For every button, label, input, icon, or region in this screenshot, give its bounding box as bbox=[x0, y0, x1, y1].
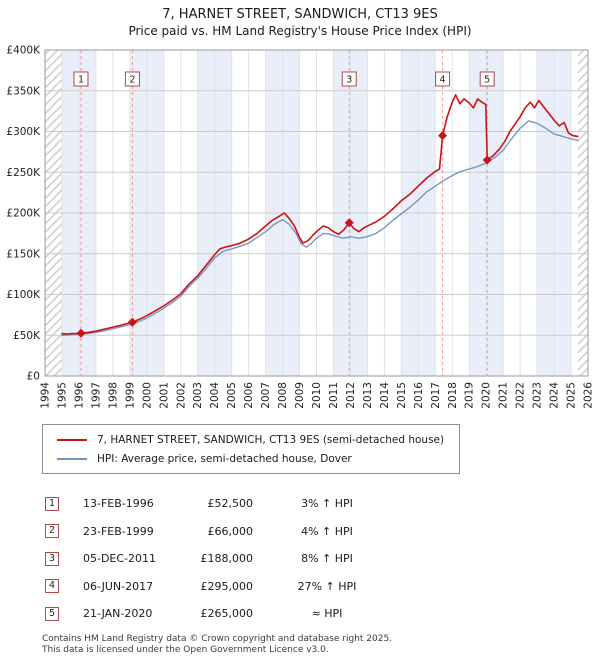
table-row: 1 13-FEB-1996 £52,500 3% ↑ HPI bbox=[45, 490, 600, 518]
legend-item: 7, HARNET STREET, SANDWICH, CT13 9ES (se… bbox=[51, 430, 451, 449]
y-tick-label: £0 bbox=[27, 371, 40, 383]
x-tick-label: 1997 bbox=[90, 382, 102, 409]
footer-line-2: This data is licensed under the Open Gov… bbox=[42, 644, 329, 655]
x-tick-label: 2008 bbox=[277, 382, 289, 409]
sale-price: £52,500 bbox=[207, 497, 254, 511]
sale-date: 23-FEB-1999 bbox=[83, 524, 154, 538]
sale-number-box bbox=[73, 71, 89, 87]
page-subtitle: Price paid vs. HM Land Registry's House … bbox=[128, 24, 472, 38]
x-tick-label: 2009 bbox=[294, 382, 306, 409]
sale-number: 4 bbox=[440, 75, 446, 86]
x-tick-label: 1995 bbox=[56, 382, 68, 409]
x-tick-label: 2003 bbox=[192, 382, 204, 409]
y-tick-label: £150K bbox=[6, 248, 41, 260]
x-tick-label: 2010 bbox=[311, 382, 323, 409]
legend-label: HPI: Average price, semi-detached house,… bbox=[97, 452, 352, 465]
x-tick-label: 2012 bbox=[345, 382, 357, 409]
sales-table: 1 13-FEB-1996 £52,500 3% ↑ HPI 2 23-FEB-1999 £… bbox=[45, 490, 600, 628]
sale-date: 13-FEB-1996 bbox=[83, 497, 154, 511]
y-tick-label: £250K bbox=[6, 167, 41, 179]
sale-price: £66,000 bbox=[207, 524, 254, 538]
sale-number-box bbox=[479, 71, 495, 87]
sale-number-badge: 4 bbox=[45, 579, 59, 594]
table-row: 5 21-JAN-2020 £265,000 ≈ HPI bbox=[45, 600, 600, 628]
sale-price: £265,000 bbox=[200, 607, 254, 621]
x-tick-label: 2005 bbox=[226, 382, 238, 409]
x-tick-label: 1998 bbox=[107, 382, 119, 409]
sale-hpi-comparison: 8% ↑ HPI bbox=[301, 552, 353, 566]
chart-legend: 7, HARNET STREET, SANDWICH, CT13 9ES (se… bbox=[42, 424, 460, 474]
x-tick-label: 2017 bbox=[430, 382, 442, 409]
price-chart: £0 £50K £100K £150K £200K £250K £300K £350K £400… bbox=[6, 45, 595, 409]
y-tick-label: £400K bbox=[6, 45, 41, 57]
table-row: 3 05-DEC-2011 £188,000 8% ↑ HPI bbox=[45, 545, 600, 573]
x-tick-label: 2018 bbox=[447, 382, 459, 409]
sale-number-badge: 5 bbox=[45, 606, 59, 621]
page-title: 7, HARNET STREET, SANDWICH, CT13 9ES bbox=[162, 7, 438, 22]
sale-date: 21-JAN-2020 bbox=[83, 607, 153, 621]
legend-line-swatch bbox=[57, 438, 87, 441]
sale-number-box bbox=[435, 71, 451, 87]
chart-header: 7, HARNET STREET, SANDWICH, CT13 9ES Pri… bbox=[0, 0, 600, 44]
sale-date: 05-DEC-2011 bbox=[83, 552, 157, 566]
x-tick-label: 2011 bbox=[328, 382, 340, 409]
sale-hpi-comparison: 27% ↑ HPI bbox=[297, 579, 357, 593]
x-tick-label: 2004 bbox=[209, 382, 221, 409]
x-tick-label: 2013 bbox=[362, 382, 374, 409]
x-tick-label: 2014 bbox=[379, 382, 391, 409]
x-tick-label: 2019 bbox=[464, 382, 476, 409]
y-tick-label: £300K bbox=[6, 126, 41, 138]
sale-number-badge: 1 bbox=[45, 496, 59, 511]
legend-line-swatch bbox=[57, 457, 87, 460]
sale-marker bbox=[127, 317, 137, 327]
sale-number-box bbox=[124, 71, 140, 87]
table-row: 4 06-JUN-2017 £295,000 27% ↑ HPI bbox=[45, 573, 600, 601]
sale-date: 06-JUN-2017 bbox=[83, 579, 154, 593]
sale-number-badge: 2 bbox=[45, 524, 59, 539]
sale-price: £188,000 bbox=[200, 552, 254, 566]
x-tick-label: 2000 bbox=[141, 382, 153, 409]
plot-border bbox=[44, 49, 589, 377]
x-tick-label: 2023 bbox=[532, 382, 544, 409]
x-tick-label: 1994 bbox=[40, 382, 52, 409]
sale-hpi-comparison: 3% ↑ HPI bbox=[301, 497, 353, 511]
y-tick-label: £200K bbox=[6, 208, 41, 220]
x-tick-label: 1996 bbox=[73, 382, 85, 409]
sale-number: 3 bbox=[346, 75, 352, 86]
y-tick-label: £350K bbox=[6, 85, 41, 97]
sale-number-box bbox=[341, 71, 357, 87]
x-tick-label: 2007 bbox=[260, 382, 272, 409]
x-tick-label: 2015 bbox=[396, 382, 408, 409]
legend-label: 7, HARNET STREET, SANDWICH, CT13 9ES (se… bbox=[97, 433, 445, 446]
x-tick-label: 2016 bbox=[413, 382, 425, 409]
sale-marker bbox=[438, 131, 448, 141]
x-tick-label: 2020 bbox=[481, 382, 493, 409]
legend-item: HPI: Average price, semi-detached house,… bbox=[51, 449, 451, 468]
x-tick-label: 2001 bbox=[158, 382, 170, 409]
x-tick-label: 2025 bbox=[566, 382, 578, 409]
x-tick-label: 2002 bbox=[175, 382, 187, 409]
table-row: 2 23-FEB-1999 £66,000 4% ↑ HPI bbox=[45, 518, 600, 546]
y-tick-label: £100K bbox=[6, 289, 41, 301]
x-tick-label: 2024 bbox=[549, 382, 561, 409]
x-tick-label: 2026 bbox=[583, 382, 595, 409]
sale-number: 2 bbox=[129, 75, 135, 86]
x-tick-label: 2022 bbox=[515, 382, 527, 409]
x-tick-label: 1999 bbox=[124, 382, 136, 409]
sale-price: £295,000 bbox=[200, 579, 254, 593]
x-tick-label: 2021 bbox=[498, 382, 510, 409]
footer-line-1: Contains HM Land Registry data © Crown c… bbox=[42, 633, 393, 644]
sale-number: 1 bbox=[78, 75, 84, 86]
y-tick-label: £50K bbox=[13, 330, 41, 342]
sale-hpi-comparison: ≈ HPI bbox=[311, 607, 343, 621]
sale-marker bbox=[344, 218, 354, 228]
attribution-footer: Contains HM Land Registry data © Crown c… bbox=[42, 634, 600, 656]
sale-marker bbox=[76, 328, 86, 338]
sale-number: 5 bbox=[484, 75, 490, 86]
sale-marker bbox=[482, 155, 492, 165]
sale-hpi-comparison: 4% ↑ HPI bbox=[301, 524, 353, 538]
x-tick-label: 2006 bbox=[243, 382, 255, 409]
sale-number-badge: 3 bbox=[45, 551, 59, 566]
